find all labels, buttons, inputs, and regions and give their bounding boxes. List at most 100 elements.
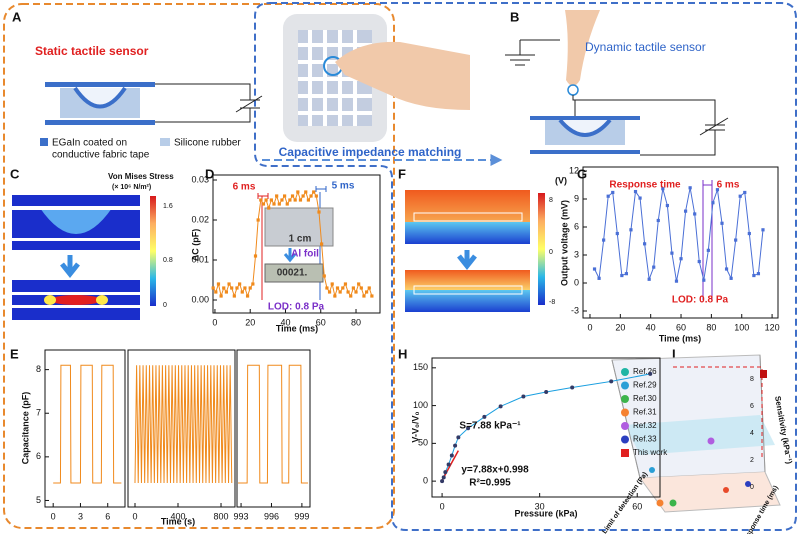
plot-3d — [611, 354, 781, 513]
data-line — [53, 364, 122, 484]
y-tick-label: 6 — [36, 451, 41, 461]
data-point — [752, 273, 756, 278]
y-axis-label: Output voltage (mV) — [559, 200, 569, 286]
x-tick-label: 0 — [51, 511, 56, 521]
x-axis-label: Time (ms) — [659, 333, 701, 343]
annotation: 5 ms — [332, 181, 355, 192]
data-point — [729, 276, 733, 280]
data-point — [683, 209, 688, 213]
data-point — [333, 294, 337, 298]
panel-letter: D — [205, 166, 214, 181]
z-axis-label: Sensitivity (kPa⁻¹) — [773, 395, 794, 465]
data-point — [648, 371, 653, 376]
data-point — [293, 198, 297, 202]
data-point — [306, 198, 311, 202]
data-point — [674, 279, 679, 283]
x-tick-label: 100 — [734, 322, 749, 332]
data-point — [521, 394, 526, 399]
legend-label: Ref.29 — [633, 381, 657, 390]
data-point — [697, 259, 701, 264]
legend-label: Ref.26 — [633, 367, 657, 376]
data-point — [724, 267, 729, 271]
data-point — [449, 453, 454, 458]
data-point — [301, 194, 305, 198]
data-point — [656, 218, 660, 223]
data-point — [272, 202, 276, 206]
data-point — [734, 238, 738, 242]
data-point — [609, 379, 614, 384]
z-tick-label: 6 — [750, 403, 754, 410]
x-tick-label: 30 — [535, 501, 545, 511]
annotation: 00021. — [277, 268, 308, 279]
data-point — [269, 198, 273, 202]
data-point — [606, 194, 610, 198]
data-point — [367, 286, 371, 290]
arrow — [283, 248, 297, 263]
plot-frame — [236, 349, 311, 508]
colorbar-unit: (V) — [555, 175, 567, 185]
legend-swatch — [621, 449, 629, 457]
annotation: LOD: 0.8 Pa — [672, 295, 729, 306]
x-tick-label: 20 — [615, 322, 625, 332]
data-point — [264, 198, 268, 202]
data-point — [597, 276, 601, 280]
data-point — [482, 414, 487, 419]
legend-swatch — [621, 408, 629, 417]
x-tick-label: 0 — [587, 322, 592, 332]
x-tick-label: 120 — [765, 322, 780, 332]
data-point — [440, 479, 445, 484]
x-tick-label: 20 — [245, 317, 255, 327]
x-tick-label: 60 — [676, 322, 686, 332]
arrow-label: Capacitive impedance matching — [279, 145, 462, 159]
x-tick-label: 0 — [212, 317, 217, 327]
data-point — [309, 194, 313, 198]
data-point — [661, 187, 665, 191]
x-tick-label: 0 — [440, 501, 445, 511]
bracket — [315, 186, 327, 300]
data-point — [466, 426, 471, 431]
data-point — [679, 257, 683, 261]
colorbar-tick: 8 — [549, 197, 553, 204]
data-point — [243, 286, 247, 290]
data-point — [312, 190, 316, 194]
data-point — [688, 186, 692, 190]
data-point — [320, 242, 324, 246]
colorbar-unit: (× 10⁶ N/m²) — [112, 184, 151, 191]
legend-swatch — [621, 395, 629, 403]
data-point — [446, 462, 451, 467]
data-point — [570, 385, 575, 390]
z-tick-label: 8 — [750, 376, 754, 383]
plot-frame — [127, 349, 236, 508]
dynamic-sensor — [505, 10, 729, 156]
data-point — [670, 251, 674, 255]
data-point — [335, 286, 340, 290]
z-tick-label: 4 — [750, 430, 754, 437]
data-point — [248, 286, 252, 290]
data-point — [615, 231, 619, 236]
data-point — [211, 286, 215, 290]
data-point — [259, 198, 263, 202]
data-point — [341, 286, 345, 290]
annotation: y=7.88x+0.998 — [461, 465, 529, 476]
annotation: S=7.88 kPa⁻¹ — [459, 421, 521, 432]
data-point — [232, 294, 236, 298]
data-point — [327, 290, 332, 294]
panel-letter: F — [398, 166, 406, 181]
annotation: LOD: 0.8 Pa — [268, 302, 325, 313]
y-tick-label: 0 — [574, 277, 579, 287]
data-point — [498, 404, 503, 409]
data-point — [738, 194, 742, 198]
x-axis-label: Time (s) — [161, 516, 195, 526]
data-point — [338, 290, 342, 294]
data-point — [638, 196, 642, 200]
data-point — [277, 202, 281, 206]
legend-label: Ref.31 — [633, 408, 657, 417]
frame-left — [3, 3, 395, 529]
data-point — [267, 206, 271, 210]
data-point — [602, 238, 606, 242]
photo-sensor — [283, 14, 470, 142]
data-point — [251, 282, 255, 286]
legend-label: Ref.32 — [633, 421, 657, 430]
data-point — [224, 290, 229, 294]
data-point — [322, 274, 326, 278]
